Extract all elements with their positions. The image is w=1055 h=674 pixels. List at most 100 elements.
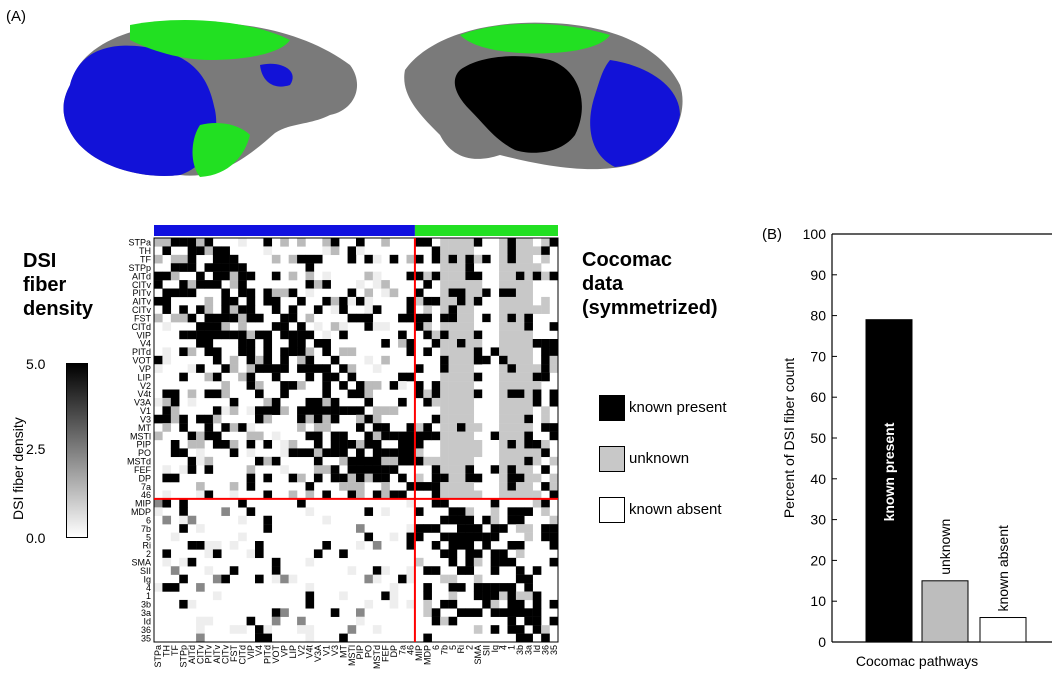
matrix-cell bbox=[431, 456, 441, 466]
matrix-cell bbox=[406, 339, 416, 348]
matrix-cell bbox=[187, 313, 197, 323]
matrix-cell bbox=[524, 254, 533, 264]
matrix-cell bbox=[473, 625, 483, 634]
matrix-cell bbox=[440, 549, 449, 559]
matrix-cell bbox=[406, 566, 416, 575]
matrix-cell bbox=[162, 406, 172, 415]
matrix-cell bbox=[532, 389, 542, 399]
matrix-cell bbox=[524, 574, 533, 584]
matrix-cell bbox=[549, 322, 559, 331]
matrix-cell bbox=[499, 490, 508, 500]
matrix-cell bbox=[330, 372, 340, 382]
matrix-cell bbox=[179, 305, 188, 314]
matrix-cell bbox=[524, 482, 533, 491]
matrix-cell bbox=[524, 263, 533, 272]
matrix-cell bbox=[515, 515, 525, 525]
matrix-cell bbox=[515, 263, 525, 272]
matrix-cell bbox=[507, 557, 517, 567]
matrix-cell bbox=[356, 473, 365, 483]
y-tick-label: 30 bbox=[810, 512, 826, 528]
matrix-cell bbox=[431, 616, 441, 626]
matrix-cell bbox=[255, 633, 264, 643]
matrix-cell bbox=[406, 372, 416, 382]
matrix-cell bbox=[507, 423, 517, 432]
matrix-cell bbox=[465, 608, 475, 617]
matrix-cell bbox=[229, 490, 239, 500]
matrix-cell bbox=[423, 397, 432, 407]
matrix-cell bbox=[524, 389, 533, 399]
matrix-cell bbox=[414, 557, 424, 567]
matrix-cell bbox=[549, 490, 559, 500]
matrix-row-label: VOT bbox=[132, 356, 151, 366]
matrix-cell bbox=[356, 541, 365, 550]
matrix-cell bbox=[515, 280, 525, 289]
matrix-cell bbox=[457, 406, 466, 415]
matrix-cell bbox=[406, 313, 416, 323]
matrix-cell bbox=[381, 431, 390, 441]
matrix-cell bbox=[499, 406, 508, 415]
matrix-cell bbox=[515, 254, 525, 264]
matrix-cell bbox=[372, 448, 382, 458]
matrix-cell bbox=[305, 372, 315, 382]
matrix-row-label: 3b bbox=[141, 600, 151, 610]
matrix-cell bbox=[229, 406, 239, 415]
matrix-cell bbox=[372, 322, 382, 331]
matrix-cell bbox=[490, 524, 500, 533]
matrix-cell bbox=[196, 238, 205, 247]
matrix-cell bbox=[524, 456, 533, 466]
matrix-cell bbox=[263, 238, 273, 247]
matrix-cell bbox=[263, 397, 273, 407]
matrix-cell bbox=[246, 296, 256, 306]
matrix-cell bbox=[229, 254, 239, 264]
matrix-cell bbox=[187, 238, 197, 247]
matrix-cell bbox=[448, 364, 458, 373]
matrix-cell bbox=[490, 288, 500, 298]
matrix-cell bbox=[238, 263, 247, 272]
bar-chart: 0 10 20 30 40 50 60 70 80 90 100 known present unkno… bbox=[781, 226, 1052, 669]
matrix-cell bbox=[356, 608, 365, 617]
matrix-cell bbox=[204, 322, 214, 331]
matrix-cell bbox=[507, 263, 517, 272]
matrix-row-label: Ri bbox=[143, 541, 152, 551]
matrix-cell bbox=[414, 507, 424, 516]
matrix-cell bbox=[372, 625, 382, 634]
matrix-cell bbox=[347, 347, 357, 357]
matrix-cell bbox=[507, 296, 517, 306]
matrix-cell bbox=[440, 271, 449, 281]
matrix-cell bbox=[255, 364, 264, 373]
matrix-cell bbox=[339, 482, 348, 491]
matrix-cell bbox=[364, 473, 374, 483]
matrix-cell bbox=[356, 313, 365, 323]
matrix-cell bbox=[322, 330, 331, 340]
matrix-cell bbox=[507, 515, 517, 525]
matrix-cell bbox=[238, 271, 247, 281]
matrix-cell bbox=[381, 355, 390, 365]
matrix-cell bbox=[515, 566, 525, 575]
matrix-cell bbox=[499, 583, 508, 592]
matrix-cell bbox=[196, 625, 205, 634]
matrix-cell bbox=[330, 406, 340, 415]
matrix-cell bbox=[524, 280, 533, 289]
matrix-cell bbox=[431, 431, 441, 441]
matrix-cell bbox=[490, 448, 500, 458]
matrix-cell bbox=[238, 280, 247, 289]
matrix-cell bbox=[457, 347, 466, 357]
matrix-row-label: DP bbox=[138, 473, 151, 483]
matrix-cell bbox=[457, 254, 466, 264]
matrix-cell bbox=[339, 440, 348, 449]
matrix-cell bbox=[280, 381, 289, 390]
matrix-cell bbox=[221, 330, 230, 340]
matrix-cell bbox=[515, 541, 525, 550]
matrix-cell bbox=[313, 456, 323, 466]
matrix-cell bbox=[549, 532, 559, 542]
matrix-row-label: V4t bbox=[137, 389, 151, 399]
matrix-cell bbox=[490, 583, 500, 592]
matrix-cell bbox=[154, 414, 163, 424]
matrix-cell bbox=[364, 305, 374, 314]
matrix-cell bbox=[229, 440, 239, 449]
matrix-cell bbox=[457, 238, 466, 247]
matrix-cell bbox=[212, 414, 222, 424]
matrix-cell bbox=[162, 355, 172, 365]
matrix-cell bbox=[364, 296, 374, 306]
bar-1 bbox=[921, 580, 969, 643]
